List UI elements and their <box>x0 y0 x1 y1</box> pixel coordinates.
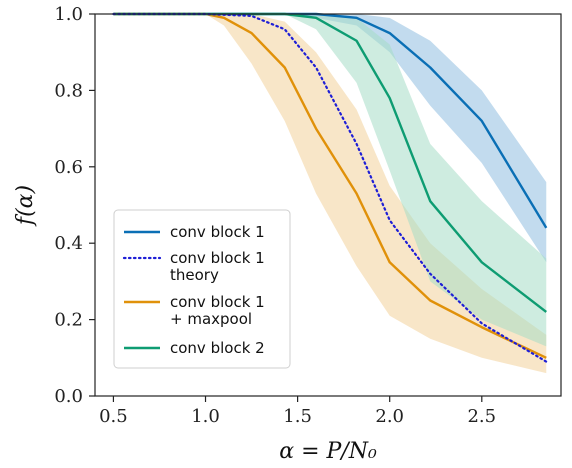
y-axis-ticks: 0.0 0.2 0.4 0.6 0.8 1.0 <box>54 4 95 407</box>
y-tick-label-5: 1.0 <box>54 4 83 25</box>
legend: conv block 1 conv block 1 theory conv block… <box>113 209 291 369</box>
y-tick-label-3: 0.6 <box>54 157 83 178</box>
x-tick-label-2: 1.5 <box>283 406 312 427</box>
legend-label-3: conv block 2 <box>170 339 265 357</box>
legend-frame <box>113 209 291 369</box>
x-tick-label-0: 0.5 <box>99 406 128 427</box>
x-axis-label: α = P/N₀ <box>279 439 377 464</box>
confidence-band-3 <box>113 14 547 347</box>
x-axis-ticks: 0.5 1.0 1.5 2.0 2.5 <box>99 396 496 427</box>
legend-label-2: conv block 1 + maxpool <box>170 293 265 328</box>
x-tick-label-4: 2.5 <box>467 406 496 427</box>
x-tick-label-1: 1.0 <box>191 406 220 427</box>
legend-label-1: conv block 1 theory <box>170 249 265 284</box>
series-line-1 <box>112 12 548 363</box>
y-tick-label-2: 0.4 <box>54 233 83 254</box>
legend-label-0: conv block 1 <box>170 223 265 241</box>
x-tick-label-3: 2.0 <box>375 406 404 427</box>
y-axis-label: f(α) <box>13 185 38 227</box>
plot-frame <box>94 13 562 397</box>
y-tick-label-0: 0.0 <box>54 386 83 407</box>
y-tick-label-1: 0.2 <box>54 310 83 331</box>
y-tick-label-4: 0.8 <box>54 80 83 101</box>
series-line-2 <box>113 12 547 359</box>
